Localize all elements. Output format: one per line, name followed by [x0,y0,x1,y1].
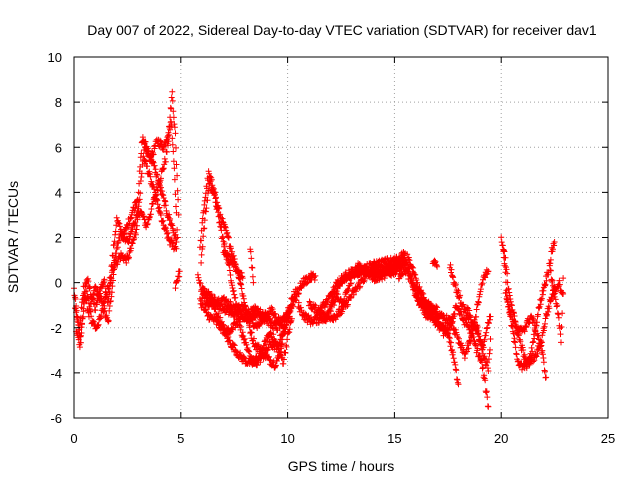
data-point-markers [464,304,494,353]
y-axis-label: SDTVAR / TECUs [5,181,21,293]
plot-frame [73,56,609,419]
data-point-markers [73,134,180,351]
x-tick-label: 10 [280,431,294,446]
y-tick-label: 8 [55,95,62,110]
y-tick-label: 6 [55,140,62,155]
y-tick-label: -2 [50,321,62,336]
data-track [502,289,550,381]
data-series [71,88,567,410]
data-track [547,267,567,346]
x-tick-labels: 0 5 10 15 20 25 [70,431,615,446]
data-track [172,268,183,292]
data-track [429,257,441,270]
y-tick-label: 0 [55,276,62,291]
data-point-markers [247,246,257,286]
series-dav1 [71,88,567,410]
data-point-markers [220,243,246,282]
y-tick-labels: -6 -4 -2 0 2 4 6 8 10 [48,50,62,426]
data-point-markers [172,268,183,292]
x-tick-label: 15 [387,431,401,446]
x-tick-label: 0 [70,431,77,446]
data-track [201,286,272,323]
y-tick-label: -4 [50,366,62,381]
x-tick-label: 20 [494,431,508,446]
data-point-markers [412,283,441,316]
data-point-markers [141,156,180,253]
y-tick-label: 10 [48,50,62,65]
data-track [464,304,494,353]
x-axis-label: GPS time / hours [288,458,395,474]
data-track [141,156,180,253]
y-tick-label: 2 [55,231,62,246]
data-point-markers [327,260,396,315]
chart-title: Day 007 of 2022, Sidereal Day-to-day VTE… [87,22,597,38]
data-track [412,283,441,316]
x-tick-label: 25 [601,431,615,446]
data-track [73,134,180,351]
data-point-markers [547,267,567,346]
data-track [247,246,257,286]
data-point-markers [429,257,441,270]
y-tick-label: 4 [55,185,62,200]
y-tick-label: -6 [50,411,62,426]
data-point-markers [201,286,272,323]
x-tick-label: 5 [177,431,184,446]
data-track [327,260,396,315]
data-point-markers [502,289,550,381]
data-track [220,243,246,282]
